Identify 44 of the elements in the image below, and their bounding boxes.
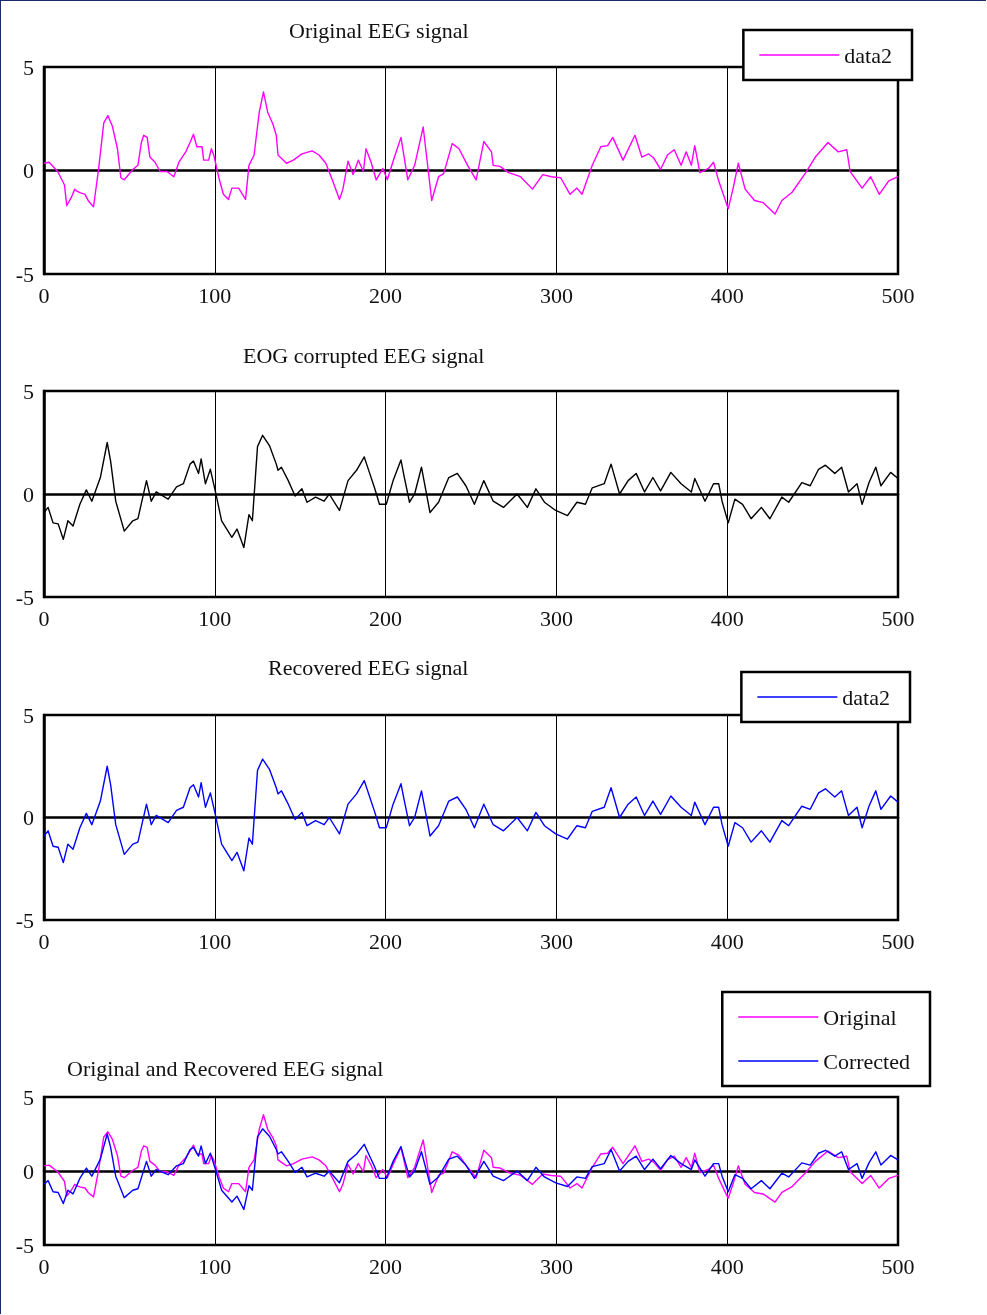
legend-label: Corrected [823,1048,910,1074]
x-tick-label: 100 [198,1253,232,1279]
x-tick-label: 300 [539,928,573,954]
chart-title: Original and Recovered EEG signal [67,1055,384,1081]
y-tick-label: 0 [23,1158,34,1184]
line-series [43,758,899,872]
x-tick-label: 400 [710,928,744,954]
y-tick-label: -5 [15,261,34,287]
x-tick-label: 300 [539,1253,573,1279]
x-tick-label: 400 [710,605,744,631]
x-tick-label: 500 [881,605,915,631]
line-series [43,1114,899,1203]
legend-label: data2 [844,42,893,68]
chart-title: EOG corrupted EEG signal [243,342,485,368]
legend-label: Original [823,1004,897,1030]
y-tick-label: 0 [23,805,34,830]
x-tick-label: 400 [710,1253,744,1279]
x-tick-label: 200 [369,1253,403,1279]
x-tick-label: 400 [710,282,744,308]
x-tick-label: 200 [369,282,403,308]
y-tick-label: 5 [23,1084,34,1110]
y-tick-label: 5 [23,702,34,728]
x-tick-label: 500 [881,928,915,954]
y-tick-label: -5 [15,584,34,610]
y-tick-label: -5 [15,1232,34,1258]
x-tick-label: 500 [881,1253,915,1279]
chart-title: Recovered EEG signal [268,654,469,680]
y-tick-label: -5 [15,907,34,933]
x-tick-label: 200 [369,928,403,954]
line-series [43,91,899,215]
y-tick-label: 5 [23,54,34,80]
legend-label: data2 [842,684,891,710]
y-tick-label: 0 [23,158,34,183]
x-tick-label: 100 [198,605,232,631]
x-tick-label: 500 [881,282,915,308]
y-tick-label: 0 [23,481,34,507]
line-series [43,1128,899,1211]
y-tick-label: 5 [23,378,34,404]
x-tick-label: 100 [198,928,232,954]
chart-title: Original EEG signal [289,17,469,43]
x-tick-label: 300 [539,282,573,308]
x-tick-label: 100 [198,282,232,308]
x-tick-label: 200 [369,605,403,631]
x-tick-label: 300 [539,605,573,631]
